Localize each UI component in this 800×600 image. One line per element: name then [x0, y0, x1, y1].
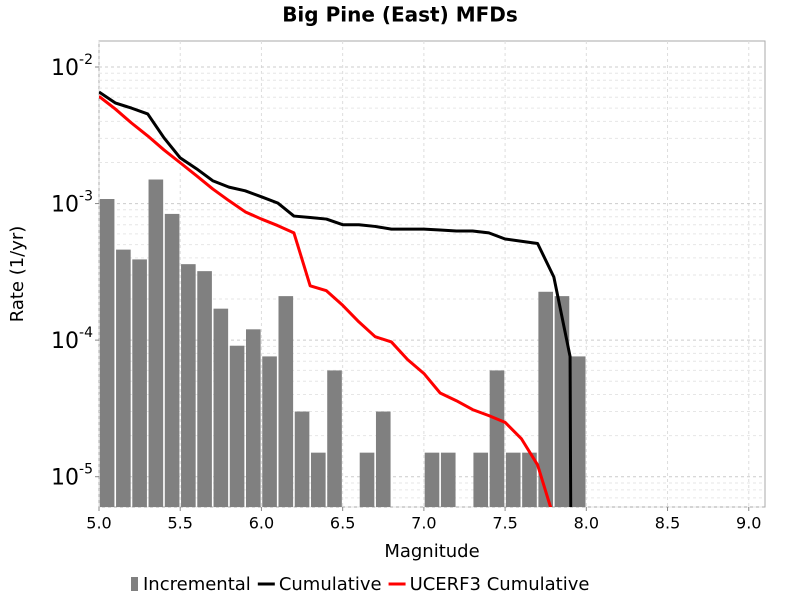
bar: [505, 452, 521, 507]
bar: [489, 370, 505, 507]
line: [99, 95, 553, 507]
bar: [440, 452, 456, 507]
x-tick-label: 8.5: [655, 514, 680, 533]
bar: [278, 296, 294, 507]
labels: 5.0 5.5 6.0 6.5 7.0 7.5 8.0 8.5 9.0 10-5 10-4 10-3 1…: [51, 52, 761, 595]
line: [99, 90, 573, 507]
legend-label: Cumulative: [279, 574, 382, 595]
x-tick-label: 6.0: [249, 514, 274, 533]
bar: [132, 259, 147, 507]
x-axis-label: Magnitude: [384, 541, 479, 562]
x-tick-label: 5.5: [167, 514, 192, 533]
bar: [164, 213, 180, 507]
bar: [375, 411, 391, 507]
bar: [310, 452, 326, 507]
bar: [538, 291, 554, 507]
bar: [327, 370, 342, 507]
bar: [116, 249, 131, 507]
bar: [570, 356, 586, 507]
x-tick-label: 8.0: [574, 514, 599, 533]
bar: [554, 296, 570, 507]
y-tick-label: 10-4: [51, 325, 93, 354]
bar: [522, 452, 537, 507]
x-tick-label: 5.0: [86, 514, 111, 533]
legend-label: UCERF3 Cumulative: [410, 574, 590, 595]
legend-swatch: [131, 577, 138, 591]
x-tick-label: 7.5: [492, 514, 517, 533]
y-axis-label: Rate (1/yr): [7, 226, 28, 323]
bar: [229, 345, 245, 507]
y-tick-label: 10-2: [51, 52, 93, 81]
bar: [424, 452, 440, 507]
bar: [213, 308, 229, 507]
x-tick-label: 9.0: [736, 514, 761, 533]
chart-title: Big Pine (East) MFDs: [282, 3, 518, 27]
bar: [99, 198, 115, 507]
bar: [262, 356, 277, 507]
bar: [294, 411, 310, 507]
bar: [197, 271, 212, 507]
y-tick-label: 10-3: [51, 189, 93, 218]
bar: [359, 452, 375, 507]
legend-label: Incremental: [143, 574, 251, 595]
marks: [99, 90, 586, 507]
bar: [181, 264, 196, 507]
bar: [473, 452, 489, 507]
x-tick-label: 7.0: [411, 514, 436, 533]
y-tick-label: 10-5: [51, 462, 93, 491]
bar: [148, 179, 164, 507]
bar: [246, 329, 261, 507]
x-tick-label: 6.5: [330, 514, 355, 533]
